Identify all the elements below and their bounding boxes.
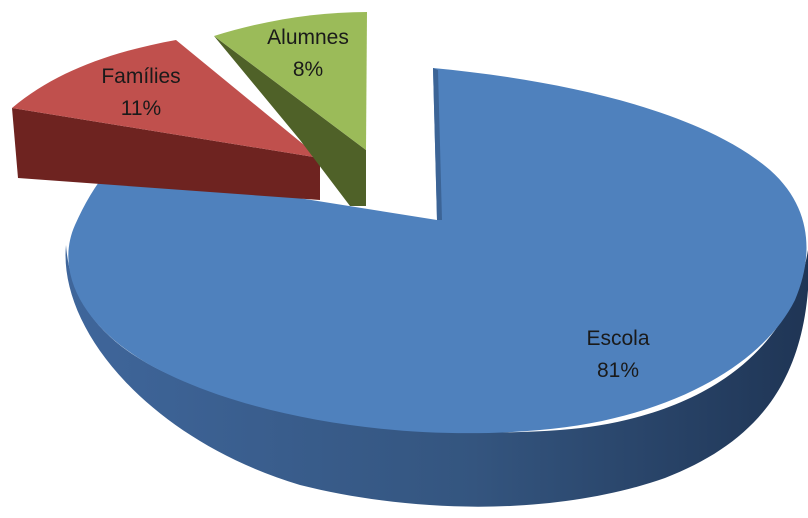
slice-alumnes[interactable]: Alumnes 8% bbox=[214, 12, 367, 206]
slice-escola-top bbox=[68, 68, 807, 434]
slice-families-top bbox=[12, 40, 320, 158]
slice-alumnes-top bbox=[214, 12, 367, 150]
slice-families-label: Famílies bbox=[101, 65, 180, 88]
slice-escola-percent: 81% bbox=[597, 359, 639, 382]
slice-escola-cut-face bbox=[433, 68, 442, 220]
slice-escola[interactable]: Escola 81% bbox=[65, 68, 808, 507]
slice-escola-side bbox=[65, 245, 808, 507]
slice-alumnes-label: Alumnes bbox=[267, 26, 349, 49]
slice-escola-label: Escola bbox=[586, 327, 649, 350]
slice-alumnes-percent: 8% bbox=[293, 58, 323, 81]
slice-alumnes-side bbox=[214, 36, 366, 206]
slice-families-side bbox=[12, 108, 320, 200]
slice-families-percent: 11% bbox=[121, 97, 161, 120]
slice-families[interactable]: Famílies 11% bbox=[12, 40, 320, 200]
